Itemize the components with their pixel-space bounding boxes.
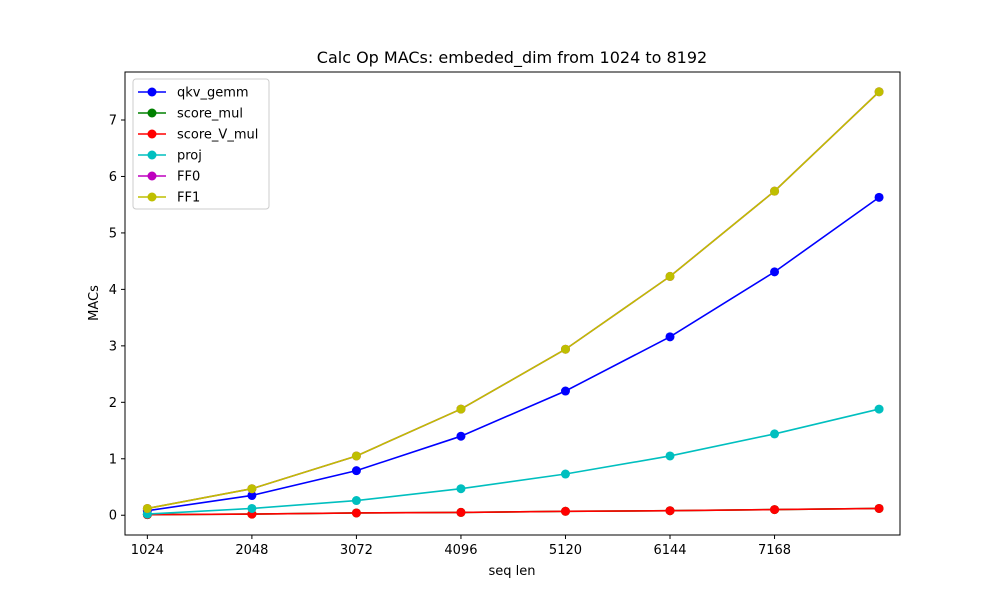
y-tick-label: 0 — [109, 509, 117, 524]
legend-swatch-marker — [147, 150, 157, 160]
legend-swatch-marker — [147, 129, 157, 139]
legend-label: qkv_gemm — [177, 86, 249, 101]
data-point-score_V_mul — [874, 503, 884, 513]
series-qkv_gemm — [142, 192, 884, 516]
series-FF1 — [142, 87, 884, 513]
y-tick-label: 7 — [109, 113, 117, 128]
legend-label: proj — [177, 149, 202, 164]
data-point-proj — [560, 469, 570, 479]
legend-item-proj: proj — [138, 149, 202, 164]
series-layer — [142, 87, 884, 520]
data-point-qkv_gemm — [247, 490, 257, 500]
plot-area-frame — [124, 71, 901, 536]
data-point-score_V_mul — [351, 508, 361, 518]
legend-label: FF1 — [177, 191, 200, 206]
legend-item-FF1: FF1 — [138, 191, 200, 206]
data-point-FF1 — [247, 484, 257, 494]
data-point-proj — [456, 484, 466, 494]
x-tick-label: 3072 — [340, 543, 373, 558]
series-proj — [142, 404, 884, 519]
data-point-FF1 — [560, 344, 570, 354]
legend-label: score_V_mul — [177, 128, 258, 143]
y-tick-label: 2 — [109, 396, 117, 411]
data-point-FF1 — [456, 404, 466, 414]
legend-item-qkv_gemm: qkv_gemm — [138, 86, 249, 101]
series-line-FF1 — [147, 91, 880, 510]
y-tick-label: 4 — [109, 283, 117, 298]
data-point-qkv_gemm — [770, 267, 780, 277]
data-point-proj — [665, 451, 675, 461]
legend-box — [132, 78, 270, 210]
data-point-proj — [351, 496, 361, 506]
y-axis-label: MACs — [87, 285, 102, 321]
data-point-FF1 — [142, 503, 152, 513]
x-tick-label: 2048 — [235, 543, 268, 558]
legend-item-score_mul: score_mul — [138, 107, 243, 122]
x-axis-label: seq len — [488, 564, 535, 579]
data-point-proj — [247, 503, 257, 513]
data-point-score_V_mul — [456, 507, 466, 517]
x-tick-label: 1024 — [131, 543, 164, 558]
legend-item-FF0: FF0 — [138, 170, 200, 185]
data-point-FF1 — [351, 451, 361, 461]
chart-title: Calc Op MACs: embeded_dim from 1024 to 8… — [317, 48, 707, 68]
y-tick-label: 5 — [109, 226, 117, 241]
data-point-FF1 — [874, 87, 884, 97]
data-point-score_V_mul — [770, 505, 780, 515]
data-point-qkv_gemm — [351, 466, 361, 476]
data-point-proj — [770, 429, 780, 439]
y-tick-label: 6 — [109, 170, 117, 185]
x-tick-label: 4096 — [444, 543, 477, 558]
data-point-qkv_gemm — [874, 192, 884, 202]
series-line-score_V_mul — [147, 507, 880, 516]
legend-swatch-marker — [147, 192, 157, 202]
x-tick-label: 6144 — [653, 543, 686, 558]
data-point-qkv_gemm — [456, 431, 466, 441]
legend-swatch-marker — [147, 87, 157, 97]
series-line-proj — [147, 408, 880, 515]
legend-swatch-marker — [147, 171, 157, 181]
data-point-qkv_gemm — [665, 332, 675, 342]
legend-swatch-marker — [147, 108, 157, 118]
y-tick-label: 3 — [109, 339, 117, 354]
legend-item-score_V_mul: score_V_mul — [138, 128, 258, 143]
legend-label: score_mul — [177, 107, 243, 122]
series-line-qkv_gemm — [147, 196, 880, 512]
data-point-FF1 — [665, 271, 675, 281]
data-point-proj — [874, 404, 884, 414]
y-axis-ticks: 0 1 2 3 4 5 6 7 — [109, 113, 125, 524]
x-tick-label: 5120 — [549, 543, 582, 558]
data-point-qkv_gemm — [560, 386, 570, 396]
data-point-FF1 — [770, 186, 780, 196]
x-tick-label: 7168 — [758, 543, 791, 558]
data-point-score_V_mul — [560, 506, 570, 516]
x-axis-ticks: 1024 2048 3072 4096 5120 6144 7168 — [131, 535, 791, 558]
legend-label: FF0 — [177, 170, 200, 185]
y-tick-label: 1 — [109, 452, 117, 467]
data-point-score_V_mul — [665, 506, 675, 516]
